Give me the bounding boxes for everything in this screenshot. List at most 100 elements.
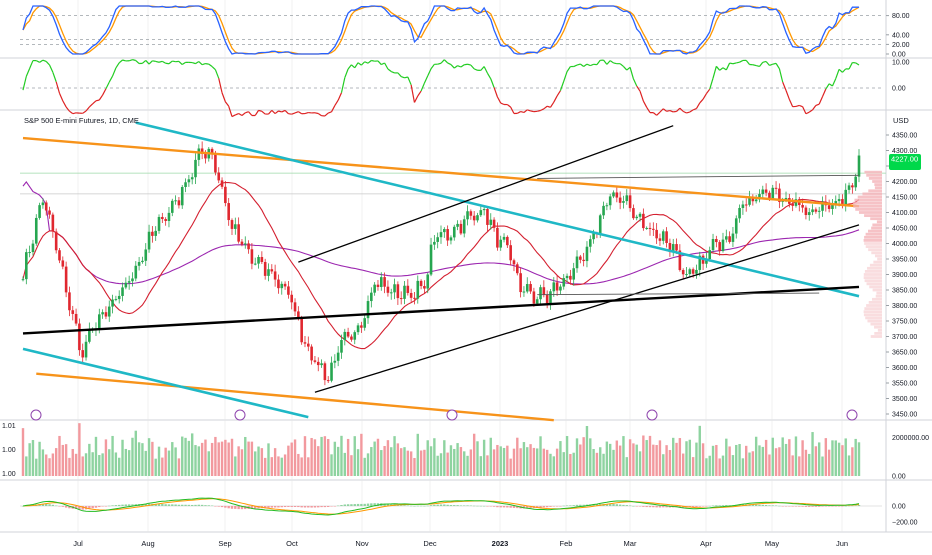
candle-body xyxy=(71,310,74,314)
candle-body xyxy=(75,314,78,324)
candle-body xyxy=(765,190,768,193)
volume-bar xyxy=(460,447,462,476)
volume-bar xyxy=(519,448,521,476)
macd-histogram-bar xyxy=(715,505,717,506)
volume-bar xyxy=(722,456,724,476)
volume-bar xyxy=(427,440,429,476)
candle-body xyxy=(768,193,771,199)
volume-profile-bar xyxy=(873,261,882,264)
macd-histogram-bar xyxy=(652,506,654,507)
candle-body xyxy=(320,363,323,365)
volume-bar xyxy=(284,454,286,476)
volume-bar xyxy=(513,449,515,476)
candle-body xyxy=(267,269,270,276)
volume-bar xyxy=(858,442,860,476)
volume-profile-bar xyxy=(871,227,882,230)
candle-body xyxy=(622,201,625,203)
volume-bar xyxy=(755,437,757,476)
candle-body xyxy=(347,332,350,337)
time-axis-label: Jul xyxy=(73,539,83,548)
macd-histogram-bar xyxy=(62,506,64,507)
macd-histogram-bar xyxy=(483,506,485,507)
price-tick-label: 3900.00 xyxy=(892,272,917,279)
candle-body xyxy=(546,295,549,303)
price-tick-label: 3700.00 xyxy=(892,334,917,341)
volume-bar xyxy=(795,436,797,476)
volume-bar xyxy=(456,443,458,476)
volume-bar xyxy=(277,456,279,476)
candle-body xyxy=(48,211,51,215)
candle-body xyxy=(397,284,400,298)
macd-histogram-bar xyxy=(772,505,774,506)
oscillator-segment xyxy=(468,64,471,65)
macd-histogram-bar xyxy=(350,504,352,506)
candle-body xyxy=(128,281,131,283)
volume-bar xyxy=(695,443,697,476)
volume-bar xyxy=(446,453,448,476)
candle-body xyxy=(35,218,38,244)
candle-body xyxy=(178,200,181,205)
volume-bar xyxy=(211,443,213,476)
volume-bar xyxy=(334,442,336,476)
volume-bar xyxy=(191,433,193,476)
volume-bar xyxy=(679,438,681,476)
candle-body xyxy=(337,353,340,361)
oscillator-segment xyxy=(156,61,159,62)
volume-bar xyxy=(825,438,827,476)
volume-bar xyxy=(178,458,180,476)
candle-body xyxy=(665,231,668,243)
volume-bar xyxy=(606,442,608,476)
volume-profile-bar xyxy=(866,233,882,236)
candle-body xyxy=(533,291,536,303)
time-axis-label: Apr xyxy=(700,539,712,548)
volume-bar xyxy=(410,451,412,476)
macd-histogram-bar xyxy=(811,506,813,507)
volume-bar xyxy=(78,423,80,476)
candle-body xyxy=(420,281,423,286)
candle-body xyxy=(682,270,685,274)
macd-histogram-bar xyxy=(496,506,498,507)
candle-body xyxy=(443,229,446,232)
oscillator-segment xyxy=(73,113,76,114)
volume-bar xyxy=(645,440,647,476)
macd-histogram-bar xyxy=(443,504,445,506)
price-tick-label: 4050.00 xyxy=(892,226,917,233)
volume-bar xyxy=(586,426,588,476)
volume-profile-bar xyxy=(874,326,882,329)
macd-histogram-bar xyxy=(705,506,707,507)
candle-body xyxy=(188,179,191,182)
candle-body xyxy=(55,232,58,251)
volume-bar xyxy=(75,454,77,476)
macd-histogram-bar xyxy=(765,505,767,506)
volume-profile-bar xyxy=(875,255,882,258)
volume-bar xyxy=(204,440,206,476)
macd-histogram-bar xyxy=(758,505,760,506)
macd-histogram-bar xyxy=(191,505,193,506)
macd-histogram-bar xyxy=(214,506,216,507)
candle-body xyxy=(655,230,658,238)
macd-histogram-bar xyxy=(271,506,273,508)
macd-histogram-bar xyxy=(91,506,93,508)
candle-body xyxy=(629,195,632,208)
volume-left-label: 1.00 xyxy=(2,447,16,454)
event-marker-icon xyxy=(647,410,657,420)
volume-bar xyxy=(254,451,256,476)
candle-body xyxy=(858,156,861,177)
candle-body xyxy=(755,199,758,201)
volume-profile-bar xyxy=(864,307,882,310)
volume-bar xyxy=(785,444,787,476)
volume-bar xyxy=(652,445,654,476)
volume-bar xyxy=(685,441,687,476)
volume-profile-bar xyxy=(869,177,882,180)
candle-body xyxy=(513,260,516,264)
time-axis-label: Mar xyxy=(624,539,637,548)
macd-histogram-bar xyxy=(513,506,515,508)
candle-body xyxy=(28,252,31,253)
volume-bar xyxy=(168,451,170,476)
volume-bar xyxy=(85,453,87,476)
candle-body xyxy=(569,276,572,280)
candle-body xyxy=(360,325,363,327)
macd-histogram-bar xyxy=(463,505,465,506)
volume-bar xyxy=(602,454,604,476)
macd-histogram-bar xyxy=(791,506,793,507)
